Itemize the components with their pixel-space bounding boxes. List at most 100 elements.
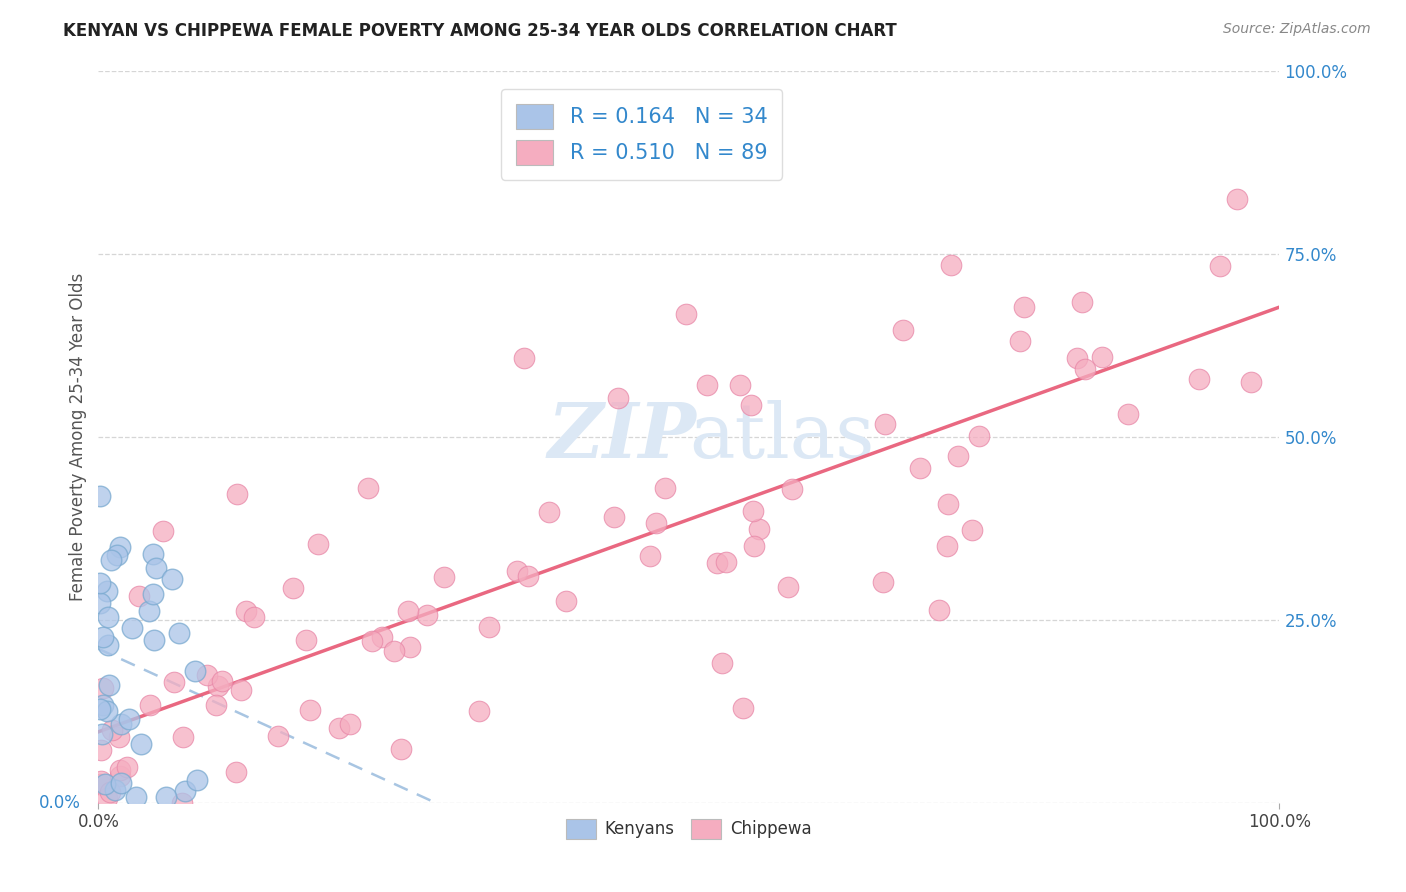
Point: [1187, 371, 1209, 385]
Point: [96, 705, 118, 719]
Point: [654, 481, 676, 495]
Point: [89, 702, 111, 716]
Point: [299, 703, 322, 717]
Point: [1071, 295, 1094, 310]
Point: [142, 633, 165, 648]
Point: [97, 610, 120, 624]
Point: [90, 727, 112, 741]
Point: [100, 552, 122, 566]
Point: [357, 482, 380, 496]
Y-axis label: Female Poverty Among 25-34 Year Olds: Female Poverty Among 25-34 Year Olds: [69, 273, 87, 601]
Point: [91, 630, 114, 644]
Point: [730, 378, 752, 392]
Point: [468, 704, 491, 718]
Point: [433, 570, 456, 584]
Point: [714, 555, 737, 569]
Point: [967, 429, 990, 443]
Point: [145, 560, 167, 574]
Point: [416, 607, 439, 622]
Point: [962, 523, 984, 537]
Point: [328, 722, 350, 736]
Point: [778, 580, 800, 594]
Point: [267, 729, 290, 743]
Point: [96, 791, 118, 805]
Point: [398, 640, 420, 655]
Point: [371, 630, 394, 644]
Point: [110, 716, 132, 731]
Point: [115, 760, 138, 774]
Point: [235, 604, 257, 618]
Point: [89, 777, 111, 791]
Point: [167, 626, 190, 640]
Point: [936, 497, 959, 511]
Point: [205, 698, 228, 712]
Point: [118, 712, 141, 726]
Point: [361, 634, 384, 648]
Point: [89, 489, 111, 503]
Text: atlas: atlas: [689, 401, 875, 474]
Point: [1074, 362, 1097, 376]
Point: [1226, 192, 1249, 206]
Point: [307, 536, 329, 550]
Point: [129, 737, 152, 751]
Point: [602, 510, 624, 524]
Point: [125, 789, 148, 804]
Point: [243, 609, 266, 624]
Point: [89, 597, 111, 611]
Point: [748, 522, 770, 536]
Point: [742, 504, 765, 518]
Point: [339, 716, 361, 731]
Point: [644, 516, 666, 530]
Point: [1091, 351, 1114, 365]
Point: [946, 449, 969, 463]
Legend: Kenyans, Chippewa: Kenyans, Chippewa: [560, 812, 818, 846]
Point: [91, 698, 114, 712]
Point: [128, 589, 150, 603]
Point: [98, 678, 121, 692]
Point: [162, 572, 184, 586]
Point: [908, 460, 931, 475]
Point: [675, 307, 697, 321]
Point: [506, 564, 529, 578]
Point: [875, 417, 897, 431]
Text: ZIP: ZIP: [547, 401, 696, 474]
Point: [142, 587, 165, 601]
Point: [108, 540, 131, 554]
Point: [696, 377, 718, 392]
Point: [742, 540, 765, 554]
Point: [184, 664, 207, 678]
Point: [94, 777, 117, 791]
Point: [780, 483, 803, 497]
Point: [101, 723, 124, 737]
Point: [872, 574, 894, 589]
Point: [90, 743, 112, 757]
Point: [928, 602, 950, 616]
Point: [555, 594, 578, 608]
Point: [733, 701, 755, 715]
Point: [110, 775, 132, 789]
Point: [396, 604, 419, 618]
Point: [891, 323, 914, 337]
Point: [195, 667, 218, 681]
Point: [283, 582, 305, 596]
Point: [186, 772, 208, 787]
Point: [1209, 259, 1232, 273]
Point: [638, 549, 661, 563]
Text: Source: ZipAtlas.com: Source: ZipAtlas.com: [1223, 22, 1371, 37]
Point: [152, 524, 174, 538]
Point: [139, 698, 162, 712]
Text: 0.0%: 0.0%: [39, 794, 80, 812]
Point: [121, 621, 143, 635]
Point: [538, 504, 561, 518]
Point: [1012, 300, 1035, 314]
Point: [207, 679, 229, 693]
Point: [517, 569, 540, 583]
Point: [172, 796, 194, 810]
Point: [91, 681, 114, 696]
Point: [513, 351, 536, 366]
Point: [211, 674, 233, 689]
Point: [163, 675, 186, 690]
Point: [295, 632, 318, 647]
Point: [105, 549, 128, 563]
Point: [1066, 351, 1088, 365]
